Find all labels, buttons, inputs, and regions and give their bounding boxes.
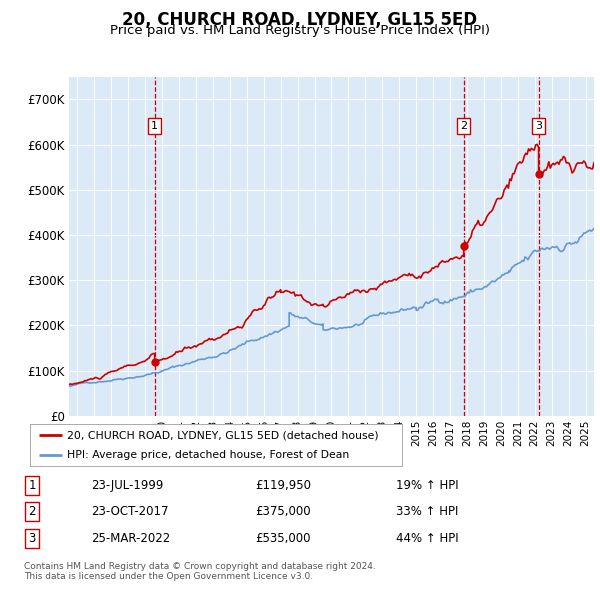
Text: Contains HM Land Registry data © Crown copyright and database right 2024.
This d: Contains HM Land Registry data © Crown c… xyxy=(24,562,376,581)
Text: 23-OCT-2017: 23-OCT-2017 xyxy=(91,505,169,519)
Text: 44% ↑ HPI: 44% ↑ HPI xyxy=(396,532,458,545)
Text: Price paid vs. HM Land Registry's House Price Index (HPI): Price paid vs. HM Land Registry's House … xyxy=(110,24,490,37)
Text: HPI: Average price, detached house, Forest of Dean: HPI: Average price, detached house, Fore… xyxy=(67,450,349,460)
Text: 33% ↑ HPI: 33% ↑ HPI xyxy=(396,505,458,519)
Text: £119,950: £119,950 xyxy=(255,479,311,492)
Text: 25-MAR-2022: 25-MAR-2022 xyxy=(91,532,170,545)
Text: 19% ↑ HPI: 19% ↑ HPI xyxy=(396,479,458,492)
Text: 1: 1 xyxy=(151,121,158,131)
Text: 23-JUL-1999: 23-JUL-1999 xyxy=(91,479,164,492)
Text: £535,000: £535,000 xyxy=(255,532,310,545)
Text: 3: 3 xyxy=(28,532,36,545)
Text: 20, CHURCH ROAD, LYDNEY, GL15 5ED: 20, CHURCH ROAD, LYDNEY, GL15 5ED xyxy=(122,11,478,29)
Text: 2: 2 xyxy=(28,505,36,519)
Text: 3: 3 xyxy=(535,121,542,131)
Text: £375,000: £375,000 xyxy=(255,505,311,519)
Text: 20, CHURCH ROAD, LYDNEY, GL15 5ED (detached house): 20, CHURCH ROAD, LYDNEY, GL15 5ED (detac… xyxy=(67,430,379,440)
Text: 1: 1 xyxy=(28,479,36,492)
Text: 2: 2 xyxy=(460,121,467,131)
